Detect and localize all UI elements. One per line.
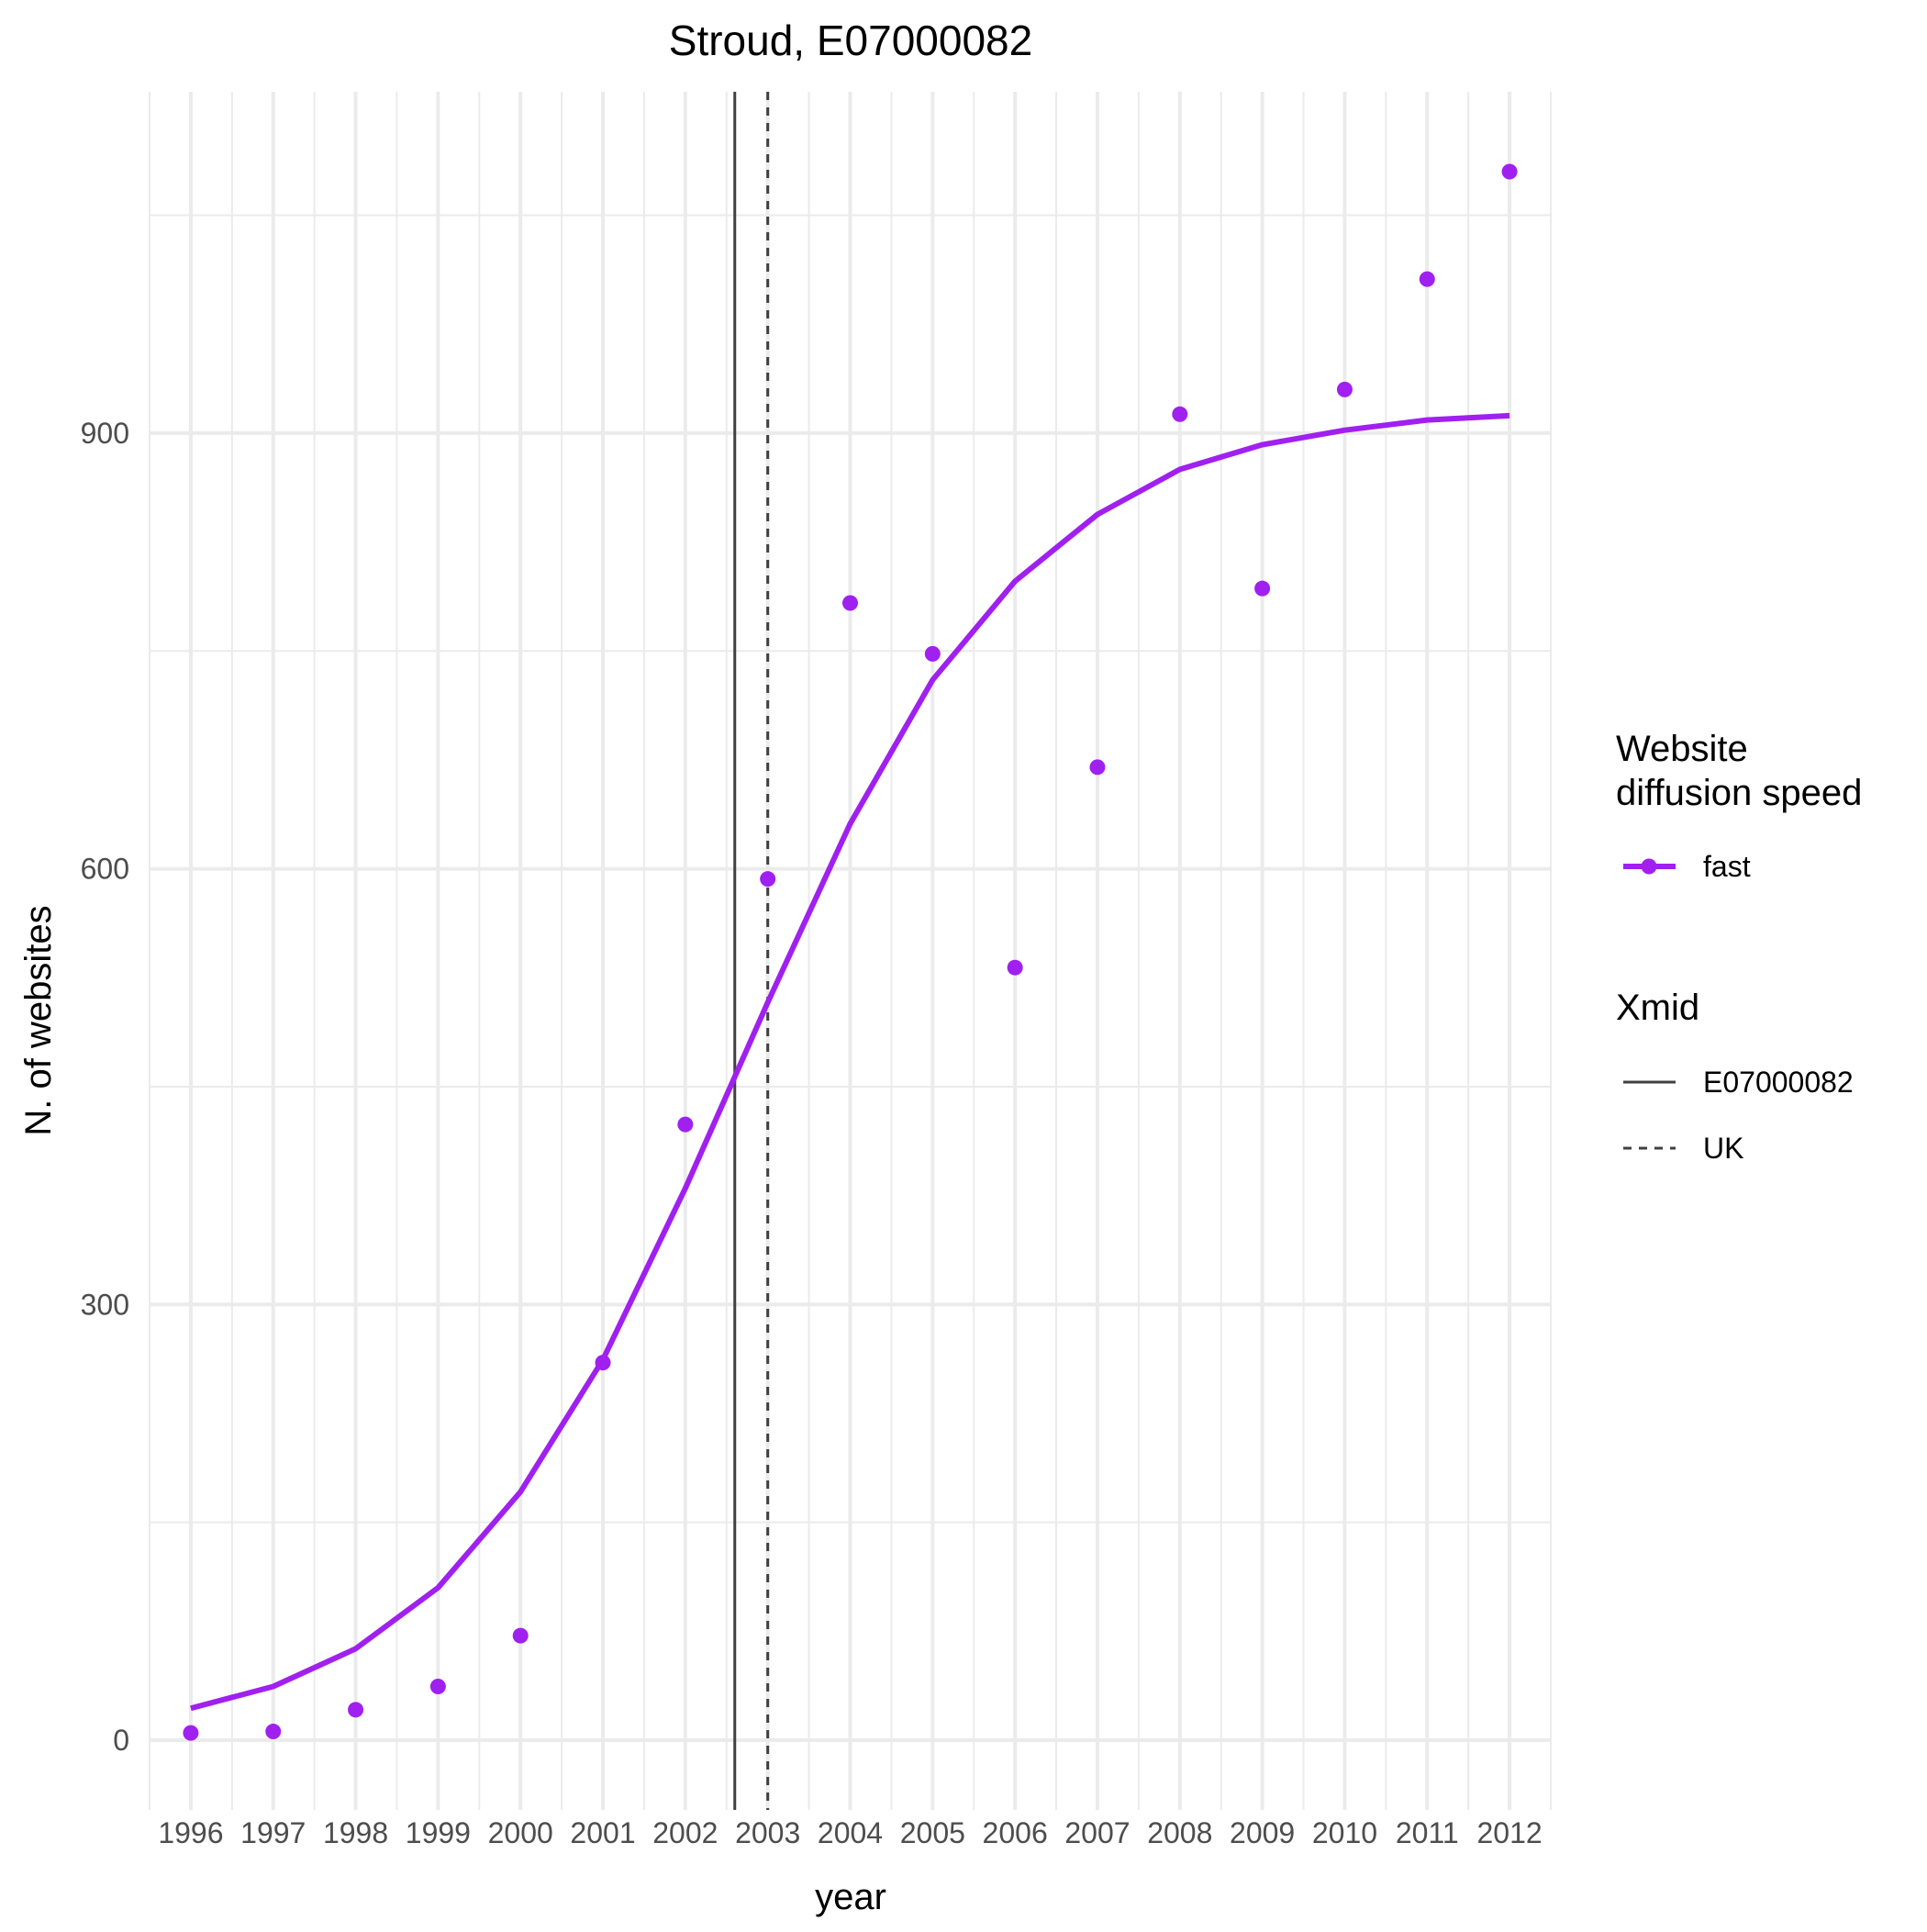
data-point-2009 — [1254, 580, 1271, 597]
data-point-2001 — [595, 1355, 611, 1371]
legend-title-speed: diffusion speed — [1616, 773, 1862, 813]
data-point-2000 — [512, 1627, 529, 1644]
data-point-2003 — [760, 871, 776, 888]
x-tick-label: 2009 — [1230, 1816, 1295, 1849]
y-tick-label: 600 — [81, 853, 129, 886]
data-point-2011 — [1419, 271, 1435, 287]
x-tick-label: 2001 — [570, 1816, 635, 1849]
legend-label-fast: fast — [1703, 850, 1751, 883]
x-tick-label: 2005 — [900, 1816, 965, 1849]
x-tick-label: 1998 — [323, 1816, 388, 1849]
data-point-2007 — [1089, 759, 1106, 776]
data-point-2006 — [1007, 959, 1023, 976]
y-axis-title: N. of websites — [18, 905, 59, 1135]
data-point-2005 — [924, 645, 941, 662]
data-point-1998 — [348, 1702, 364, 1718]
data-point-2010 — [1336, 381, 1353, 397]
x-tick-label: 2002 — [652, 1816, 718, 1849]
y-tick-label: 300 — [81, 1288, 129, 1321]
x-tick-label: 1999 — [406, 1816, 471, 1849]
y-tick-label: 900 — [81, 417, 129, 450]
data-point-2002 — [677, 1116, 694, 1133]
fitted-curve-line — [190, 412, 1510, 1712]
chart-title: Stroud, E07000082 — [669, 17, 1032, 64]
x-tick-label: 2003 — [735, 1816, 800, 1849]
x-tick-label: 1996 — [158, 1816, 223, 1849]
axes: 1996 1997 1998 1999 2000 2001 2002 2003 2004 2005… — [81, 417, 1543, 1849]
data-point-2004 — [842, 595, 858, 611]
data-point-2012 — [1501, 163, 1518, 180]
x-tick-label: 2004 — [818, 1816, 883, 1849]
x-tick-label: 2000 — [488, 1816, 553, 1849]
x-tick-label: 2008 — [1147, 1816, 1212, 1849]
data-point-1999 — [429, 1678, 446, 1694]
legend-key-point-fast — [1641, 858, 1657, 875]
x-tick-label: 2006 — [983, 1816, 1048, 1849]
data-point-1996 — [183, 1725, 199, 1741]
x-axis-title: year — [815, 1877, 886, 1917]
legend-title-xmid: Xmid — [1616, 988, 1699, 1028]
x-tick-label: 2012 — [1476, 1816, 1542, 1849]
x-tick-label: 2010 — [1312, 1816, 1377, 1849]
x-tick-label: 2007 — [1064, 1816, 1130, 1849]
legend-label-uk: UK — [1703, 1132, 1743, 1165]
data-point-1997 — [265, 1724, 282, 1740]
x-tick-label: 1997 — [240, 1816, 306, 1849]
legend-label-e07000082: E07000082 — [1703, 1066, 1854, 1099]
series — [183, 163, 1518, 1741]
reference-lines — [733, 92, 770, 1810]
grid — [149, 92, 1552, 1810]
data-point-2008 — [1172, 406, 1188, 422]
x-tick-label: 2011 — [1396, 1816, 1459, 1849]
y-tick-label: 0 — [113, 1724, 129, 1757]
legend-title-speed: Website — [1616, 729, 1748, 769]
